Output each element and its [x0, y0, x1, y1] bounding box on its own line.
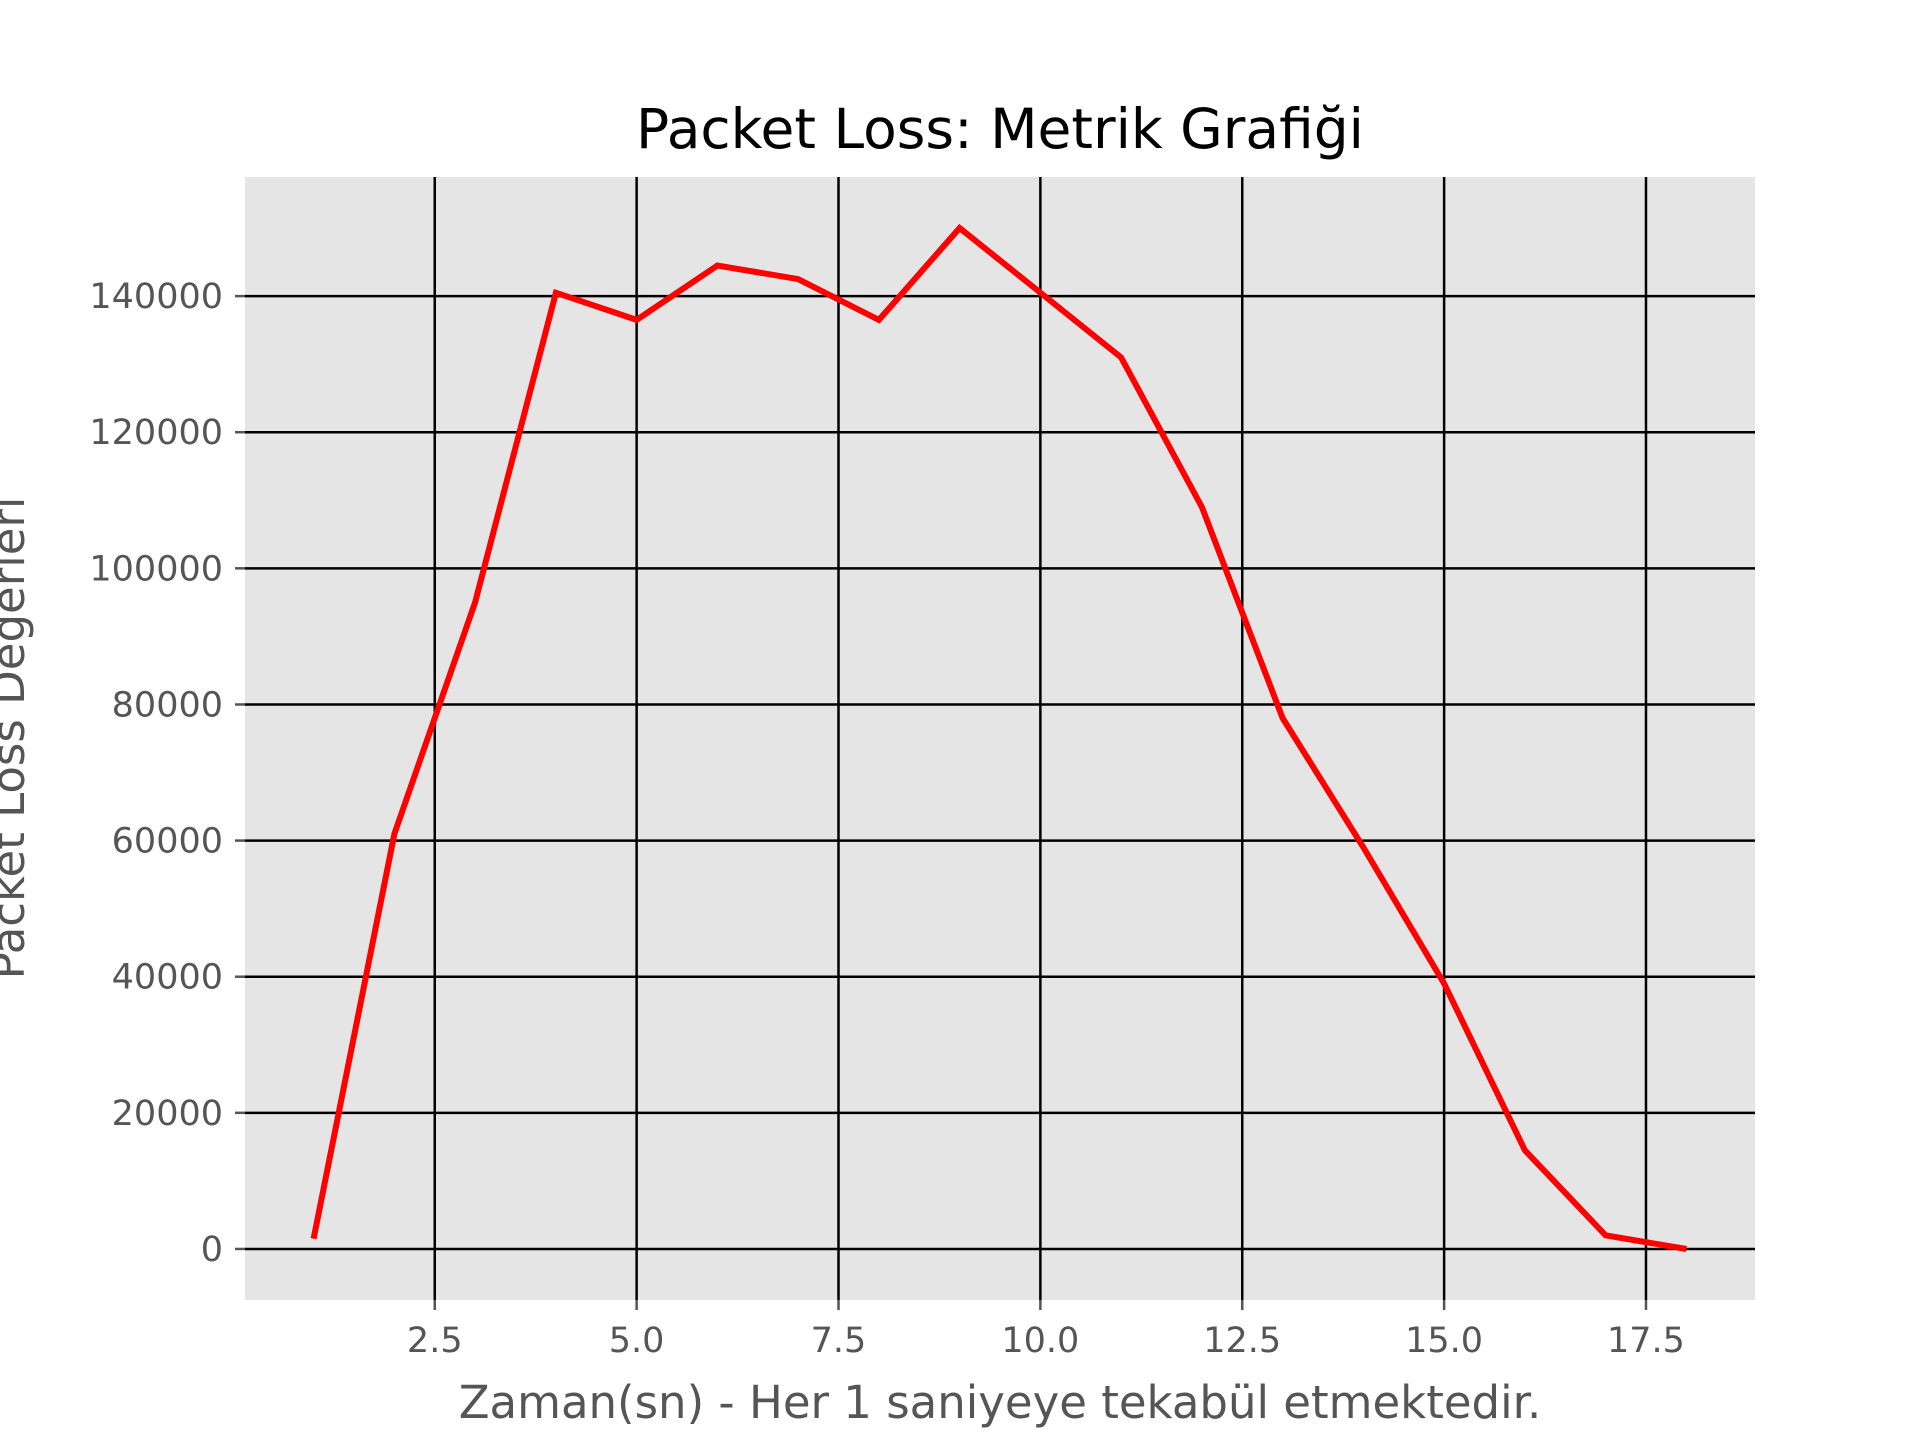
x-tick-label: 15.0: [1405, 1321, 1483, 1361]
x-tick-labels: 2.5 5.0 7.5 10.0 12.5 15.0 17.5: [407, 1321, 1685, 1361]
x-tick-label: 12.5: [1203, 1321, 1281, 1361]
y-tick-label: 60000: [112, 822, 223, 862]
series-line: [310, 223, 1687, 1252]
x-tick-label: 5.0: [609, 1321, 665, 1361]
y-tick-label: 140000: [89, 277, 223, 317]
x-tick-label: 7.5: [811, 1321, 867, 1361]
y-tick-label: 100000: [89, 549, 223, 589]
x-tick-label: 2.5: [407, 1321, 463, 1361]
y-tick-label: 20000: [112, 1094, 223, 1134]
x-axis-label: Zaman(sn) - Her 1 saniyeye tekabül etmek…: [459, 1376, 1542, 1429]
y-tick-label: 80000: [112, 685, 223, 725]
x-tick-label: 17.5: [1607, 1321, 1685, 1361]
y-tick-label: 120000: [89, 413, 223, 453]
y-tick-labels: 0 20000 40000 60000 80000 100000 120000 140000: [89, 277, 223, 1270]
series-layer: [310, 223, 1687, 1252]
y-tick-label: 0: [201, 1230, 223, 1270]
y-axis-label: Packet Loss Değerleri: [0, 497, 35, 980]
x-tick-label: 10.0: [1001, 1321, 1079, 1361]
tick-marks: [235, 294, 1648, 1310]
plot-area-background: [245, 177, 1755, 1300]
grid-lines: [245, 177, 1755, 1300]
chart-title: Packet Loss: Metrik Grafiği: [636, 97, 1364, 161]
y-tick-label: 40000: [112, 958, 223, 998]
